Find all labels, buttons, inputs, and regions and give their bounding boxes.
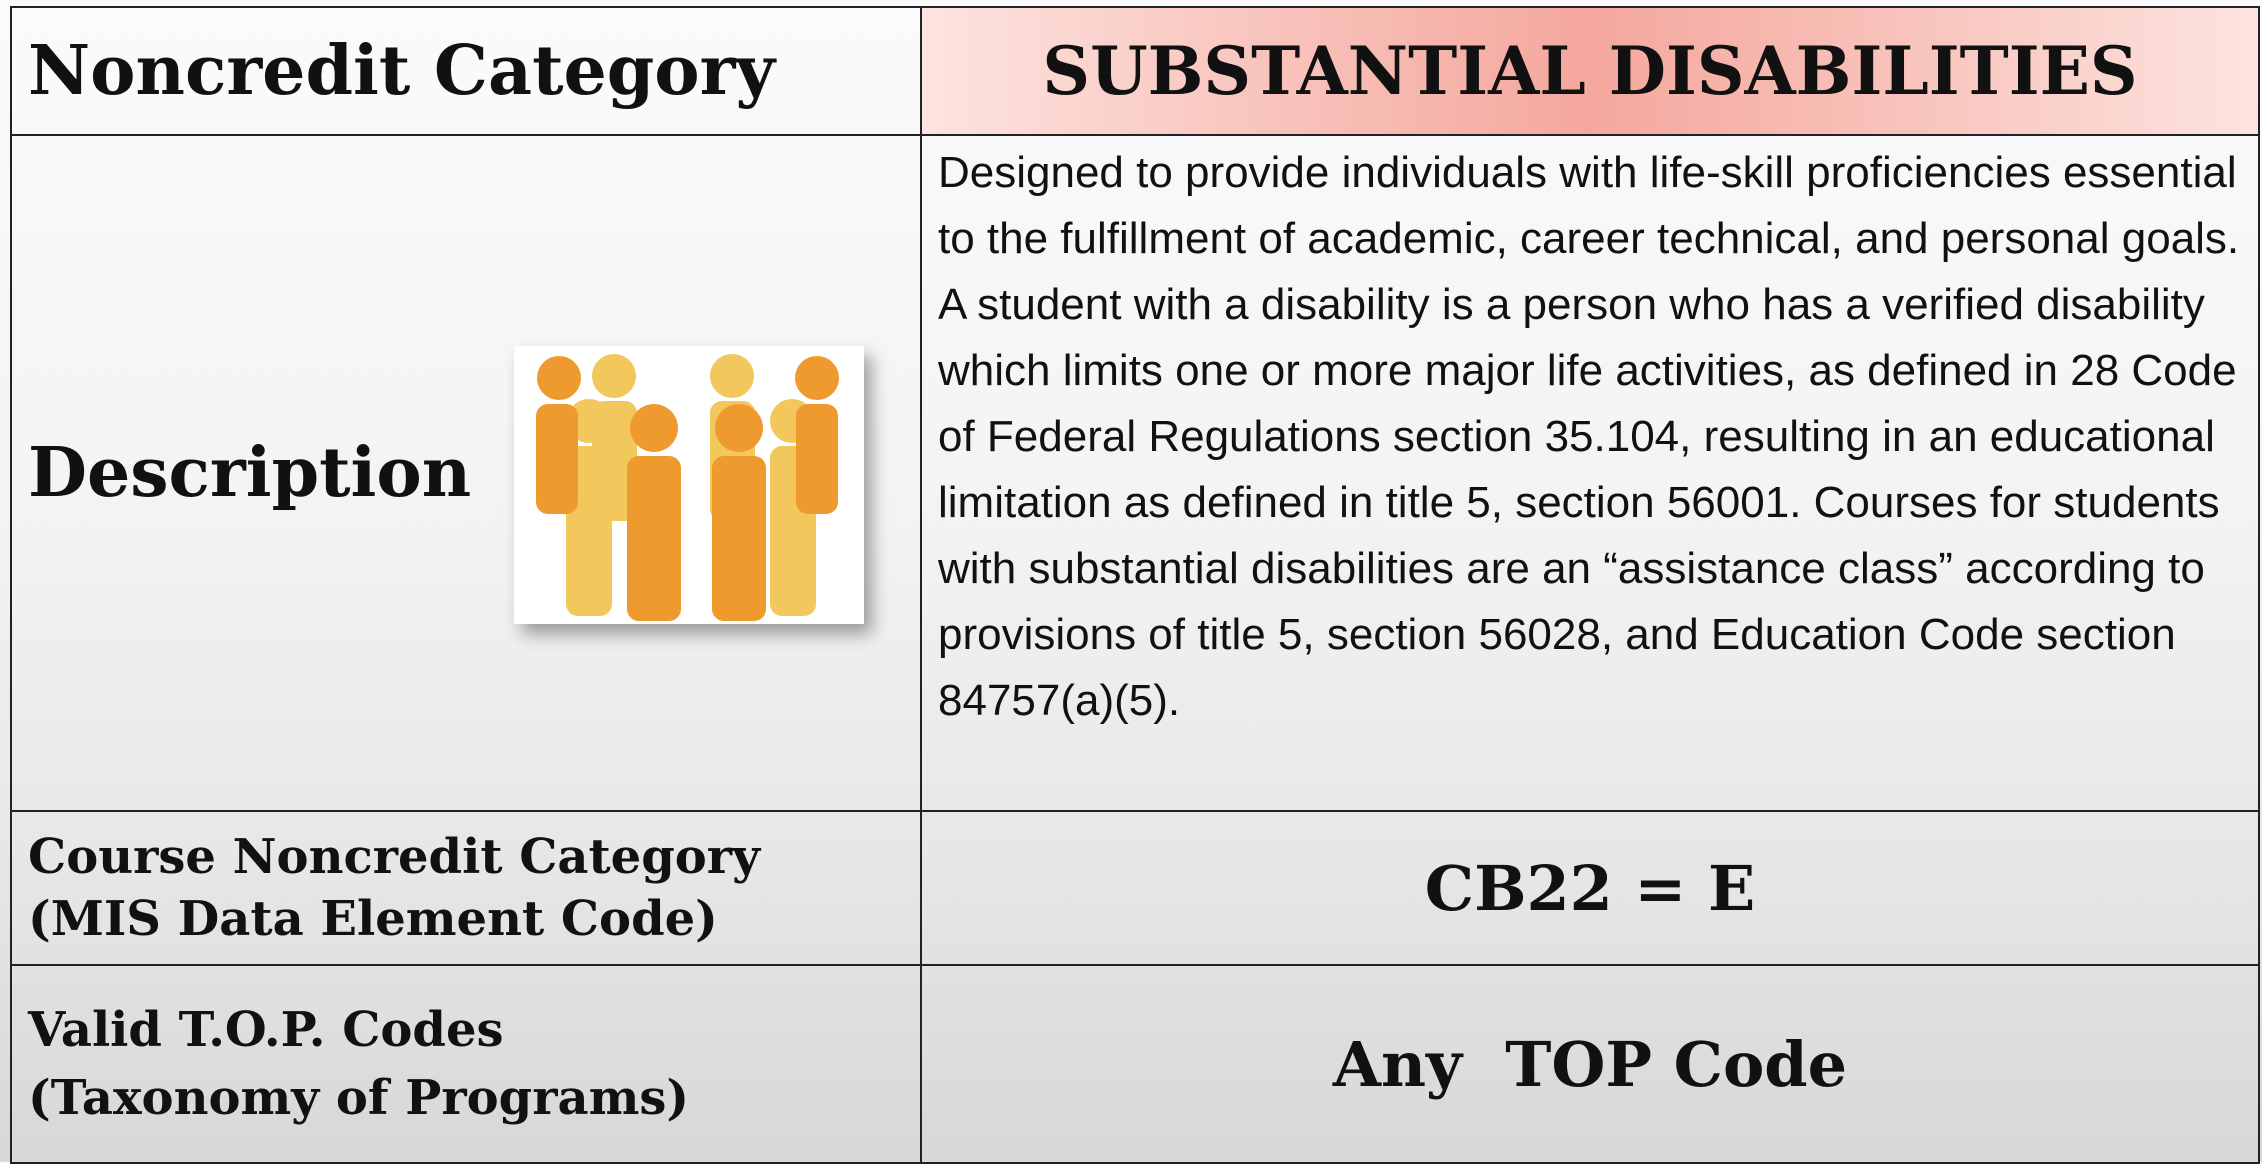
row-label: (Taxonomy of Programs) bbox=[28, 1064, 689, 1132]
cb22-value-cell: CB22 = E bbox=[920, 810, 2260, 966]
row-label: Description bbox=[28, 433, 471, 513]
description-cell: Designed to provide individuals with lif… bbox=[920, 134, 2260, 812]
row-value: CB22 = E bbox=[1425, 852, 1755, 925]
row-value: Any TOP Code bbox=[1333, 1028, 1847, 1101]
header-value: SUBSTANTIAL DISABILITIES bbox=[1042, 32, 2137, 110]
row-label: (MIS Data Element Code) bbox=[28, 888, 760, 950]
cb22-label-cell: Course Noncredit Category(MIS Data Eleme… bbox=[10, 810, 922, 966]
description-label-cell: Description bbox=[10, 134, 922, 812]
top-value-cell: Any TOP Code bbox=[920, 964, 2260, 1164]
slide: Noncredit Category SUBSTANTIAL DISABILIT… bbox=[0, 0, 2262, 1162]
description-text: Designed to provide individuals with lif… bbox=[938, 140, 2242, 734]
people-icon bbox=[514, 346, 864, 624]
row-label: Valid T.O.P. Codes bbox=[28, 996, 689, 1064]
top-label-cell: Valid T.O.P. Codes(Taxonomy of Programs) bbox=[10, 964, 922, 1164]
header-label: Noncredit Category bbox=[28, 31, 775, 111]
header-label-cell: Noncredit Category bbox=[10, 6, 922, 136]
row-label: Course Noncredit Category bbox=[28, 826, 760, 888]
header-value-cell: SUBSTANTIAL DISABILITIES bbox=[920, 6, 2260, 136]
